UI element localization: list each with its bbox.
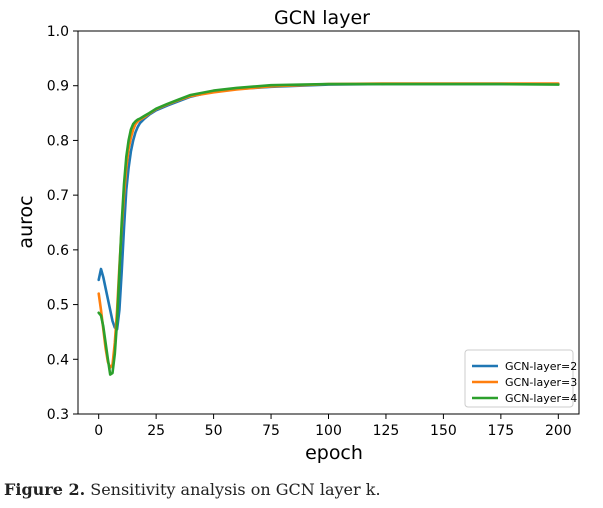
y-tick-label: 0.3 xyxy=(47,407,69,423)
y-axis-label: auroc xyxy=(15,195,37,248)
y-tick-label: 0.9 xyxy=(47,79,69,95)
line-chart: GCN layer 0 25 50 75 100 125 150 175 200 0.30.40… xyxy=(15,7,580,464)
y-tick-label: 0.7 xyxy=(47,188,69,204)
y-tick-label: 0.6 xyxy=(47,243,69,259)
y-tick-label: 0.8 xyxy=(47,133,69,149)
y-axis: 0.3 0.4 0.5 0.6 0.7 0.8 0.9 1.0 xyxy=(47,24,78,423)
x-tick-label: 150 xyxy=(430,423,457,439)
x-tick-label: 125 xyxy=(373,423,400,439)
x-tick-label: 0 xyxy=(94,423,103,439)
y-tick-label: 1.0 xyxy=(47,24,69,40)
x-tick-label: 50 xyxy=(205,423,223,439)
x-tick-label: 25 xyxy=(147,423,165,439)
x-tick-label: 75 xyxy=(262,423,280,439)
x-axis: 0 25 50 75 100 125 150 175 200 xyxy=(94,414,572,439)
plot-area xyxy=(97,82,560,376)
legend-label-2: GCN-layer=3 xyxy=(505,376,577,389)
x-tick-label: 200 xyxy=(545,423,572,439)
legend-label-3: GCN-layer=4 xyxy=(505,392,577,405)
x-axis-label: epoch xyxy=(305,442,363,464)
legend-box xyxy=(464,349,574,408)
x-tick-label: 175 xyxy=(487,423,514,439)
figure-caption-label: Figure 2. xyxy=(4,480,86,499)
y-tick-label: 0.5 xyxy=(47,298,69,314)
figure-caption: Figure 2. Sensitivity analysis on GCN la… xyxy=(4,480,381,499)
legend-label-1: GCN-layer=2 xyxy=(505,360,577,373)
chart-title: GCN layer xyxy=(274,7,370,29)
x-tick-label: 100 xyxy=(315,423,342,439)
series-line-1 xyxy=(97,82,560,331)
legend: GCN-layer=2 GCN-layer=3 GCN-layer=4 xyxy=(464,349,577,408)
series-line-2 xyxy=(97,82,560,369)
y-tick-label: 0.4 xyxy=(47,352,69,368)
figure-caption-text: Sensitivity analysis on GCN layer k. xyxy=(85,480,381,499)
series-line-3 xyxy=(97,82,560,376)
